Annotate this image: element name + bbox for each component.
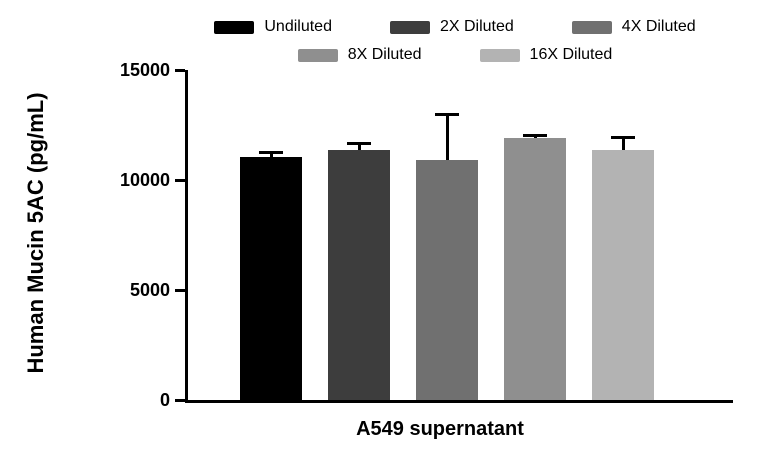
- legend-label: 4X Diluted: [621, 18, 696, 35]
- y-tick-label: 0: [159, 390, 170, 410]
- y-tick-label: 15000: [119, 60, 170, 80]
- y-axis-title: Human Mucin 5AC (pg/mL): [23, 92, 48, 374]
- legend-item-2x-diluted: 2X Diluted: [389, 18, 514, 36]
- legend-item-undiluted: Undiluted: [214, 18, 332, 36]
- legend-item-4x-diluted: 4X Diluted: [571, 18, 696, 36]
- legend-swatch-undiluted: [214, 20, 255, 34]
- y-tick-label: 10000: [119, 170, 170, 190]
- chart-legend: Undiluted 2X Diluted 4X Diluted 8X Diluted 1…: [190, 18, 720, 64]
- y-tick-mark: [175, 398, 185, 402]
- bar-16x-diluted: [592, 150, 654, 400]
- error-bar-4x-diluted: [445, 112, 449, 161]
- error-bar-cap-4x-diluted: [435, 112, 459, 116]
- bar-2x-diluted: [328, 150, 390, 400]
- bar-4x-diluted: [416, 160, 478, 400]
- error-bar-16x-diluted: [621, 136, 625, 151]
- error-bar-cap-undiluted: [259, 151, 283, 155]
- bar-8x-diluted: [504, 138, 566, 400]
- legend-swatch-8x-diluted: [297, 48, 338, 62]
- legend-row: Undiluted 2X Diluted 4X Diluted: [190, 18, 720, 36]
- legend-row: 8X Diluted 16X Diluted: [190, 46, 720, 64]
- y-tick-mark: [175, 178, 185, 182]
- error-bar-cap-2x-diluted: [347, 141, 371, 145]
- plot-area: 0 5000 10000 15000: [120, 60, 733, 410]
- legend-swatch-4x-diluted: [571, 20, 612, 34]
- legend-swatch-16x-diluted: [479, 48, 520, 62]
- legend-label: Undiluted: [264, 18, 332, 35]
- y-tick-mark: [175, 288, 185, 292]
- error-bar-cap-16x-diluted: [611, 136, 635, 139]
- x-axis-title: A549 supernatant: [356, 418, 524, 440]
- y-tick-label: 5000: [129, 280, 170, 300]
- bar-undiluted: [240, 156, 302, 400]
- legend-label: 8X Diluted: [347, 46, 422, 63]
- y-tick-mark: [175, 68, 185, 72]
- legend-label: 16X Diluted: [529, 46, 613, 63]
- error-bar-cap-8x-diluted: [523, 133, 547, 137]
- error-bar-2x-diluted: [357, 141, 361, 151]
- legend-swatch-2x-diluted: [389, 20, 430, 34]
- legend-item-8x-diluted: 8X Diluted: [297, 46, 422, 64]
- legend-item-16x-diluted: 16X Diluted: [479, 46, 613, 64]
- legend-label: 2X Diluted: [439, 18, 514, 35]
